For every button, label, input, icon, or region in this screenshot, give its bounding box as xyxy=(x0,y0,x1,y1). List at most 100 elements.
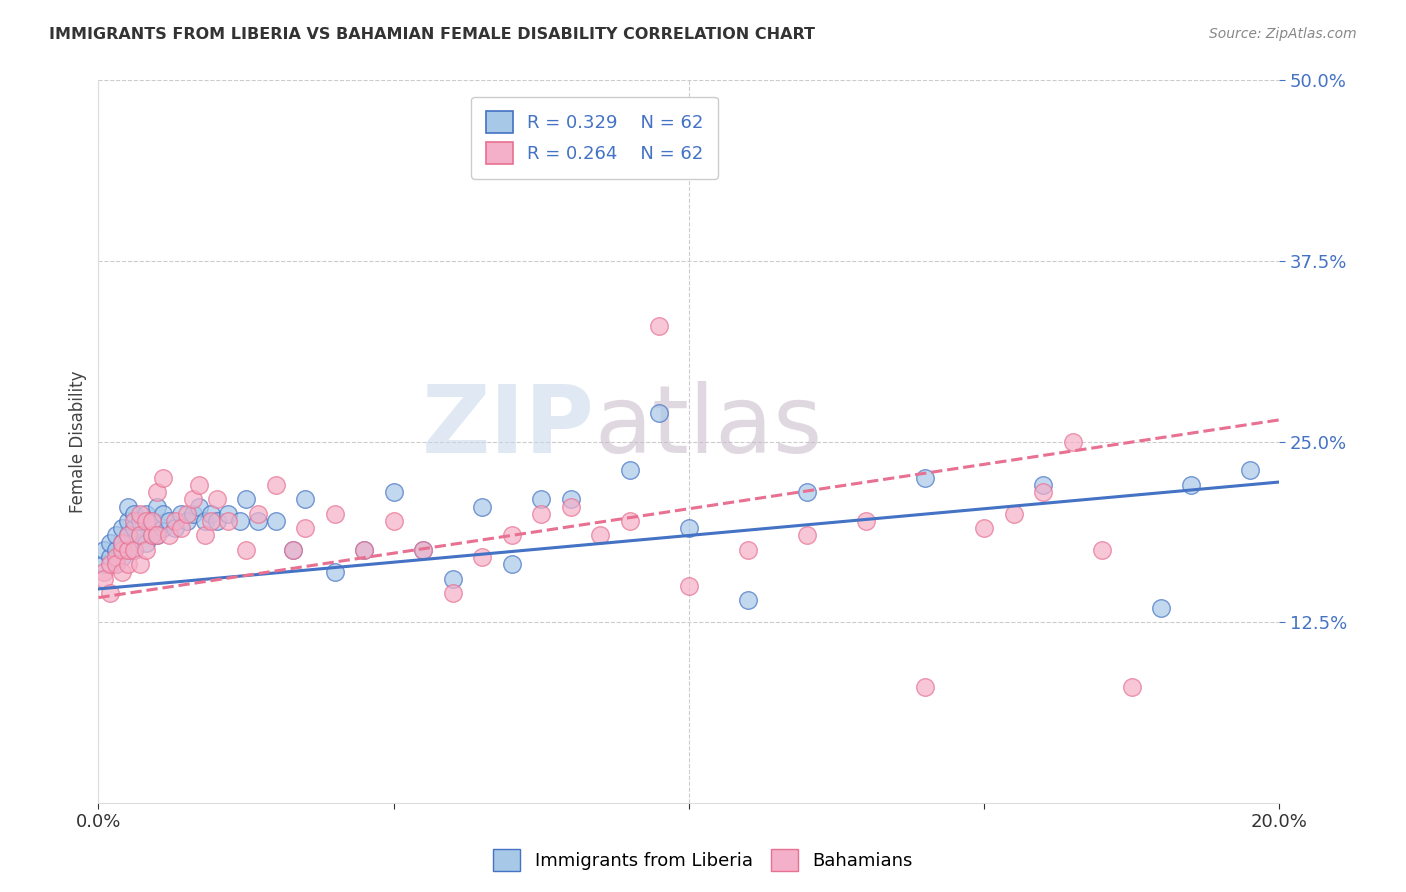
Point xyxy=(141,514,163,528)
Text: Source: ZipAtlas.com: Source: ZipAtlas.com xyxy=(1209,27,1357,41)
Point xyxy=(530,492,553,507)
Point xyxy=(200,514,222,528)
Point xyxy=(152,470,174,484)
Point xyxy=(560,500,582,514)
Point xyxy=(530,507,553,521)
Point xyxy=(1239,463,1261,477)
Point xyxy=(122,514,145,528)
Point xyxy=(914,680,936,694)
Point xyxy=(157,514,180,528)
Point xyxy=(619,463,641,477)
Point xyxy=(141,514,163,528)
Point xyxy=(1002,507,1025,521)
Point xyxy=(648,318,671,333)
Point xyxy=(176,507,198,521)
Point xyxy=(117,528,139,542)
Point xyxy=(128,514,150,528)
Point xyxy=(235,492,257,507)
Point xyxy=(471,550,494,565)
Point xyxy=(117,514,139,528)
Point xyxy=(194,528,217,542)
Point xyxy=(117,542,139,557)
Point xyxy=(117,528,139,542)
Point xyxy=(914,470,936,484)
Point xyxy=(294,521,316,535)
Point xyxy=(170,507,193,521)
Point xyxy=(441,572,464,586)
Point xyxy=(678,579,700,593)
Point xyxy=(187,478,209,492)
Point xyxy=(294,492,316,507)
Point xyxy=(205,514,228,528)
Point xyxy=(187,500,209,514)
Point xyxy=(589,528,612,542)
Point xyxy=(111,565,134,579)
Point xyxy=(737,593,759,607)
Point xyxy=(98,586,121,600)
Point xyxy=(1121,680,1143,694)
Point xyxy=(217,507,239,521)
Point xyxy=(157,528,180,542)
Point xyxy=(796,528,818,542)
Point xyxy=(105,558,128,572)
Point xyxy=(855,514,877,528)
Point xyxy=(122,521,145,535)
Point xyxy=(283,542,305,557)
Point xyxy=(176,514,198,528)
Point xyxy=(105,550,128,565)
Point xyxy=(264,514,287,528)
Point xyxy=(283,542,305,557)
Point xyxy=(111,535,134,549)
Point xyxy=(181,507,204,521)
Text: ZIP: ZIP xyxy=(422,381,595,473)
Point xyxy=(1180,478,1202,492)
Point xyxy=(353,542,375,557)
Text: atlas: atlas xyxy=(595,381,823,473)
Point xyxy=(441,586,464,600)
Point xyxy=(111,535,134,549)
Point xyxy=(117,558,139,572)
Point xyxy=(1150,600,1173,615)
Point xyxy=(501,528,523,542)
Point xyxy=(181,492,204,507)
Point xyxy=(93,542,115,557)
Point xyxy=(229,514,252,528)
Point xyxy=(323,565,346,579)
Point xyxy=(1032,485,1054,500)
Point xyxy=(122,542,145,557)
Legend: R = 0.329    N = 62, R = 0.264    N = 62: R = 0.329 N = 62, R = 0.264 N = 62 xyxy=(471,96,718,178)
Point xyxy=(111,521,134,535)
Point xyxy=(105,558,128,572)
Point xyxy=(246,507,269,521)
Point xyxy=(235,542,257,557)
Point xyxy=(98,550,121,565)
Legend: Immigrants from Liberia, Bahamians: Immigrants from Liberia, Bahamians xyxy=(486,842,920,879)
Point xyxy=(973,521,995,535)
Point xyxy=(1091,542,1114,557)
Point xyxy=(93,572,115,586)
Point xyxy=(323,507,346,521)
Point xyxy=(117,542,139,557)
Point xyxy=(194,514,217,528)
Point xyxy=(501,558,523,572)
Point xyxy=(471,500,494,514)
Point xyxy=(170,521,193,535)
Point xyxy=(146,500,169,514)
Point xyxy=(165,521,187,535)
Point xyxy=(678,521,700,535)
Point xyxy=(98,535,121,549)
Point xyxy=(93,558,115,572)
Point xyxy=(264,478,287,492)
Point xyxy=(1062,434,1084,449)
Point xyxy=(619,514,641,528)
Point xyxy=(105,528,128,542)
Point xyxy=(128,558,150,572)
Point xyxy=(246,514,269,528)
Point xyxy=(122,507,145,521)
Point xyxy=(93,565,115,579)
Point xyxy=(152,521,174,535)
Point xyxy=(128,528,150,542)
Point xyxy=(382,485,405,500)
Point xyxy=(141,528,163,542)
Point xyxy=(412,542,434,557)
